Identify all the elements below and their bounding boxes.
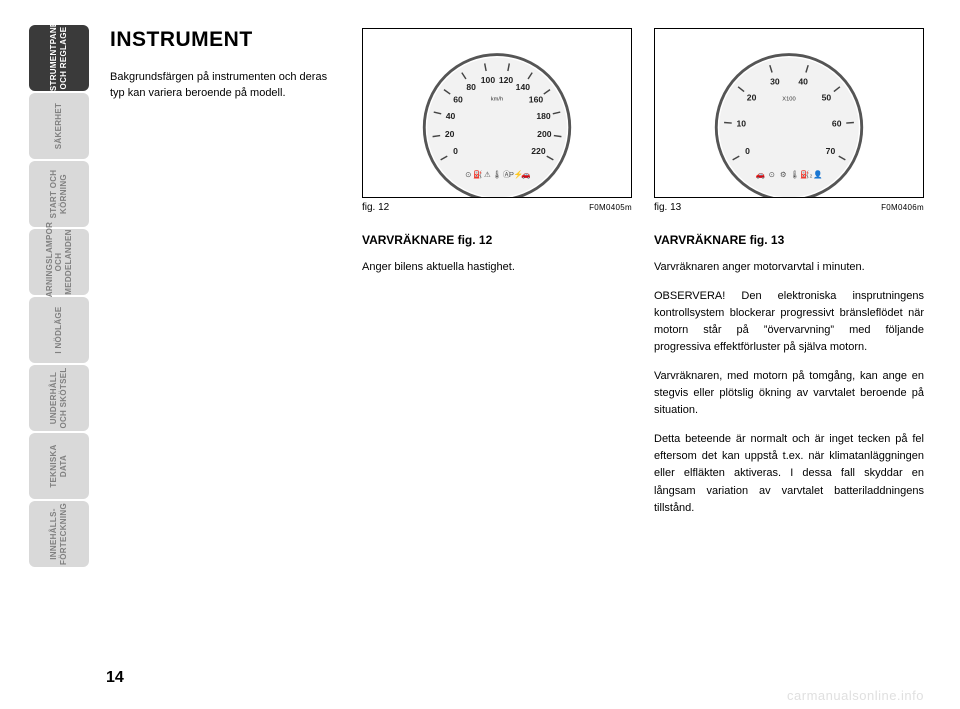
sidebar-tab-1[interactable]: SÄKERHET bbox=[29, 93, 89, 159]
svg-text:🌡: 🌡 bbox=[492, 170, 502, 179]
svg-text:40: 40 bbox=[798, 76, 808, 86]
watermark: carmanualsonline.info bbox=[787, 688, 924, 703]
svg-text:🚗: 🚗 bbox=[756, 170, 766, 179]
fig13-column: 0 10 20 30 40 50 60 70 X100 🚗⊙ ⚙🌡⛽₂👤 fig. 13 F0M04… bbox=[654, 28, 924, 529]
svg-text:⚙: ⚙ bbox=[780, 170, 787, 179]
page-title: INSTRUMENT bbox=[110, 28, 340, 52]
body-paragraph: OBSERVERA! Den elektroniska insprutninge… bbox=[654, 288, 924, 356]
sidebar-tab-7[interactable]: INNEHÅLLS- FÖRTECKNING bbox=[29, 501, 89, 567]
sidebar-tab-3[interactable]: VARNINGSLAMPOR OCH MEDDELANDEN bbox=[29, 229, 89, 295]
page-content: INSTRUMENT Bakgrundsfärgen på instrument… bbox=[110, 28, 924, 529]
svg-text:60: 60 bbox=[453, 94, 463, 104]
page-number: 14 bbox=[106, 669, 124, 687]
svg-text:80: 80 bbox=[466, 82, 476, 92]
svg-text:100: 100 bbox=[481, 75, 496, 85]
svg-text:120: 120 bbox=[499, 75, 514, 85]
svg-text:20: 20 bbox=[747, 92, 757, 102]
speedometer-gauge: 020406080100120140160180200220km/h⊙⛽⚠🌡ⒶP… bbox=[363, 29, 631, 197]
svg-text:70: 70 bbox=[826, 146, 836, 156]
svg-text:160: 160 bbox=[529, 94, 544, 104]
sidebar-tab-4[interactable]: I NÖDLÄGE bbox=[29, 297, 89, 363]
svg-text:220: 220 bbox=[531, 146, 546, 156]
fig12-code: F0M0405m bbox=[589, 203, 632, 212]
tachometer-gauge: 0 10 20 30 40 50 60 70 X100 🚗⊙ ⚙🌡⛽₂👤 bbox=[655, 29, 923, 197]
fig13-body: Varvräknaren anger motorvarvtal i minute… bbox=[654, 259, 924, 529]
svg-text:10: 10 bbox=[736, 119, 746, 129]
fig12-caption-row: fig. 12 F0M0405m bbox=[362, 202, 632, 213]
svg-text:⊙: ⊙ bbox=[465, 170, 471, 179]
svg-text:180: 180 bbox=[536, 111, 551, 121]
svg-text:⚠: ⚠ bbox=[484, 170, 491, 179]
fig12-column: 020406080100120140160180200220km/h⊙⛽⚠🌡ⒶP… bbox=[362, 28, 632, 529]
intro-paragraph: Bakgrundsfärgen på instrumenten och dera… bbox=[110, 70, 340, 102]
sidebar-tab-5[interactable]: UNDERHÅLL OCH SKÖTSEL bbox=[29, 365, 89, 431]
svg-text:140: 140 bbox=[516, 82, 531, 92]
fig13-caption-row: fig. 13 F0M0406m bbox=[654, 202, 924, 213]
svg-text:50: 50 bbox=[822, 92, 832, 102]
sidebar-nav: INSTRUMENTPANEL OCH REGLAGESÄKERHETSTART… bbox=[26, 28, 92, 564]
svg-text:40: 40 bbox=[446, 111, 456, 121]
fig12-box: 020406080100120140160180200220km/h⊙⛽⚠🌡ⒶP… bbox=[362, 28, 632, 198]
svg-text:60: 60 bbox=[832, 119, 842, 129]
fig13-box: 0 10 20 30 40 50 60 70 X100 🚗⊙ ⚙🌡⛽₂👤 bbox=[654, 28, 924, 198]
fig12-subhead: VARVRÄKNARE fig. 12 bbox=[362, 233, 632, 247]
fig13-caption: fig. 13 bbox=[654, 202, 681, 213]
svg-text:0: 0 bbox=[745, 146, 750, 156]
sidebar-tab-0[interactable]: INSTRUMENTPANEL OCH REGLAGE bbox=[29, 25, 89, 91]
svg-text:👤: 👤 bbox=[813, 170, 823, 179]
svg-text:20: 20 bbox=[445, 129, 455, 139]
svg-text:30: 30 bbox=[770, 76, 780, 86]
svg-text:⊙: ⊙ bbox=[769, 170, 775, 179]
body-paragraph: Anger bilens aktuella hastighet. bbox=[362, 259, 632, 276]
fig12-caption: fig. 12 bbox=[362, 202, 389, 213]
svg-text:X100: X100 bbox=[782, 97, 795, 103]
svg-text:🚗: 🚗 bbox=[521, 170, 531, 179]
svg-text:⛽₂: ⛽₂ bbox=[800, 170, 813, 179]
svg-text:200: 200 bbox=[537, 129, 552, 139]
fig13-code: F0M0406m bbox=[881, 203, 924, 212]
intro-column: INSTRUMENT Bakgrundsfärgen på instrument… bbox=[110, 28, 340, 529]
body-paragraph: Detta beteende är normalt och är inget t… bbox=[654, 431, 924, 516]
sidebar-tab-6[interactable]: TEKNISKA DATA bbox=[29, 433, 89, 499]
body-paragraph: Varvräknaren anger motorvarvtal i minute… bbox=[654, 259, 924, 276]
fig12-body: Anger bilens aktuella hastighet. bbox=[362, 259, 632, 288]
svg-text:🌡: 🌡 bbox=[790, 170, 800, 179]
svg-text:km/h: km/h bbox=[491, 97, 503, 103]
body-paragraph: Varvräknaren, med motorn på tomgång, kan… bbox=[654, 368, 924, 419]
sidebar-tab-2[interactable]: START OCH KÖRNING bbox=[29, 161, 89, 227]
svg-text:⛽: ⛽ bbox=[473, 170, 483, 179]
fig13-subhead: VARVRÄKNARE fig. 13 bbox=[654, 233, 924, 247]
svg-text:0: 0 bbox=[453, 146, 458, 156]
